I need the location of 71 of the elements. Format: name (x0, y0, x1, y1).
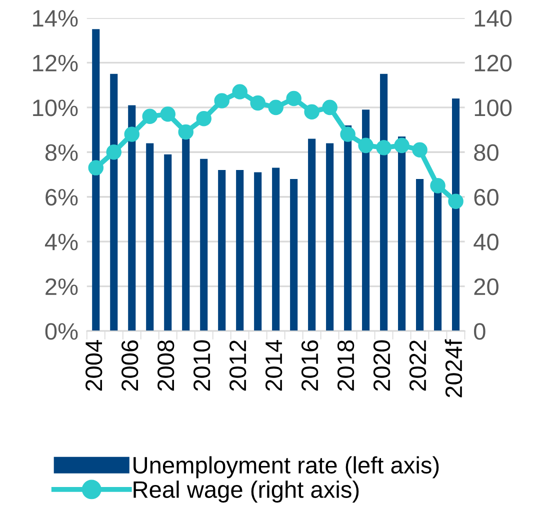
bar (272, 168, 280, 332)
bar (434, 192, 442, 332)
point (340, 126, 356, 142)
y-tick-label: 14% (33, 10, 78, 27)
bar (380, 74, 388, 332)
bar (164, 154, 172, 332)
point (430, 178, 446, 194)
bar (452, 98, 460, 332)
bar (362, 110, 370, 332)
point (268, 100, 284, 116)
bar (290, 178, 298, 332)
bar (236, 170, 244, 332)
y-tick-label: 8% (45, 144, 78, 161)
point (88, 160, 104, 176)
point (394, 138, 410, 154)
y2-tick-label: 140 (474, 10, 512, 27)
x-tick-label: 2008 (157, 340, 174, 391)
y2-tick-label: 0 (474, 323, 486, 340)
point (124, 126, 140, 142)
x-tick-label: 2004 (85, 340, 102, 391)
legend-label: Real wage (right axis) (134, 480, 359, 503)
y2-tick-label: 120 (474, 54, 512, 72)
bar (308, 138, 316, 332)
bar (326, 143, 334, 332)
point (322, 100, 338, 116)
bar (254, 172, 262, 332)
point (196, 110, 212, 126)
y2-tick-label: 60 (474, 188, 498, 206)
bar (218, 170, 226, 332)
bar (416, 178, 424, 332)
bar (128, 105, 136, 332)
point (178, 124, 194, 140)
x-tick-label: 2020 (373, 340, 390, 391)
bar (398, 136, 406, 332)
point (358, 138, 374, 154)
y2-tick-label: 80 (474, 144, 498, 161)
x-tick-label: 2022 (409, 340, 426, 391)
point (376, 140, 392, 156)
y2-tick-label: 20 (474, 278, 498, 296)
bar (182, 138, 190, 332)
x-tick-label: 2024f (444, 339, 462, 398)
bar (92, 29, 100, 332)
point (304, 104, 320, 120)
legend-label: Unemployment rate (left axis) (134, 456, 439, 478)
point (232, 84, 248, 100)
point (412, 142, 428, 158)
y2-tick-label: 40 (474, 234, 498, 250)
point (448, 194, 464, 209)
x-tick-label: 2014 (265, 340, 282, 391)
x-tick-label: 2016 (301, 340, 318, 391)
y-tick-label: 10% (33, 99, 78, 116)
point (106, 144, 122, 160)
y-tick-label: 0% (45, 323, 78, 340)
x-tick-label: 2018 (337, 340, 354, 391)
x-tick-label: 2010 (193, 340, 210, 391)
bar (200, 158, 208, 332)
point (286, 90, 302, 106)
bar (110, 74, 118, 332)
y-tick-label: 12% (33, 54, 78, 72)
y2-tick-label: 100 (474, 99, 512, 116)
bar (146, 143, 154, 332)
y-tick-label: 4% (44, 234, 78, 250)
point (250, 95, 266, 111)
point (160, 106, 176, 122)
x-tick-label: 2012 (229, 340, 246, 391)
y-tick-label: 2% (46, 278, 78, 295)
x-tick-label: 2006 (121, 340, 138, 391)
y-tick-label: 6% (46, 188, 78, 206)
bar (344, 125, 352, 332)
point (214, 93, 230, 108)
point (142, 108, 158, 124)
